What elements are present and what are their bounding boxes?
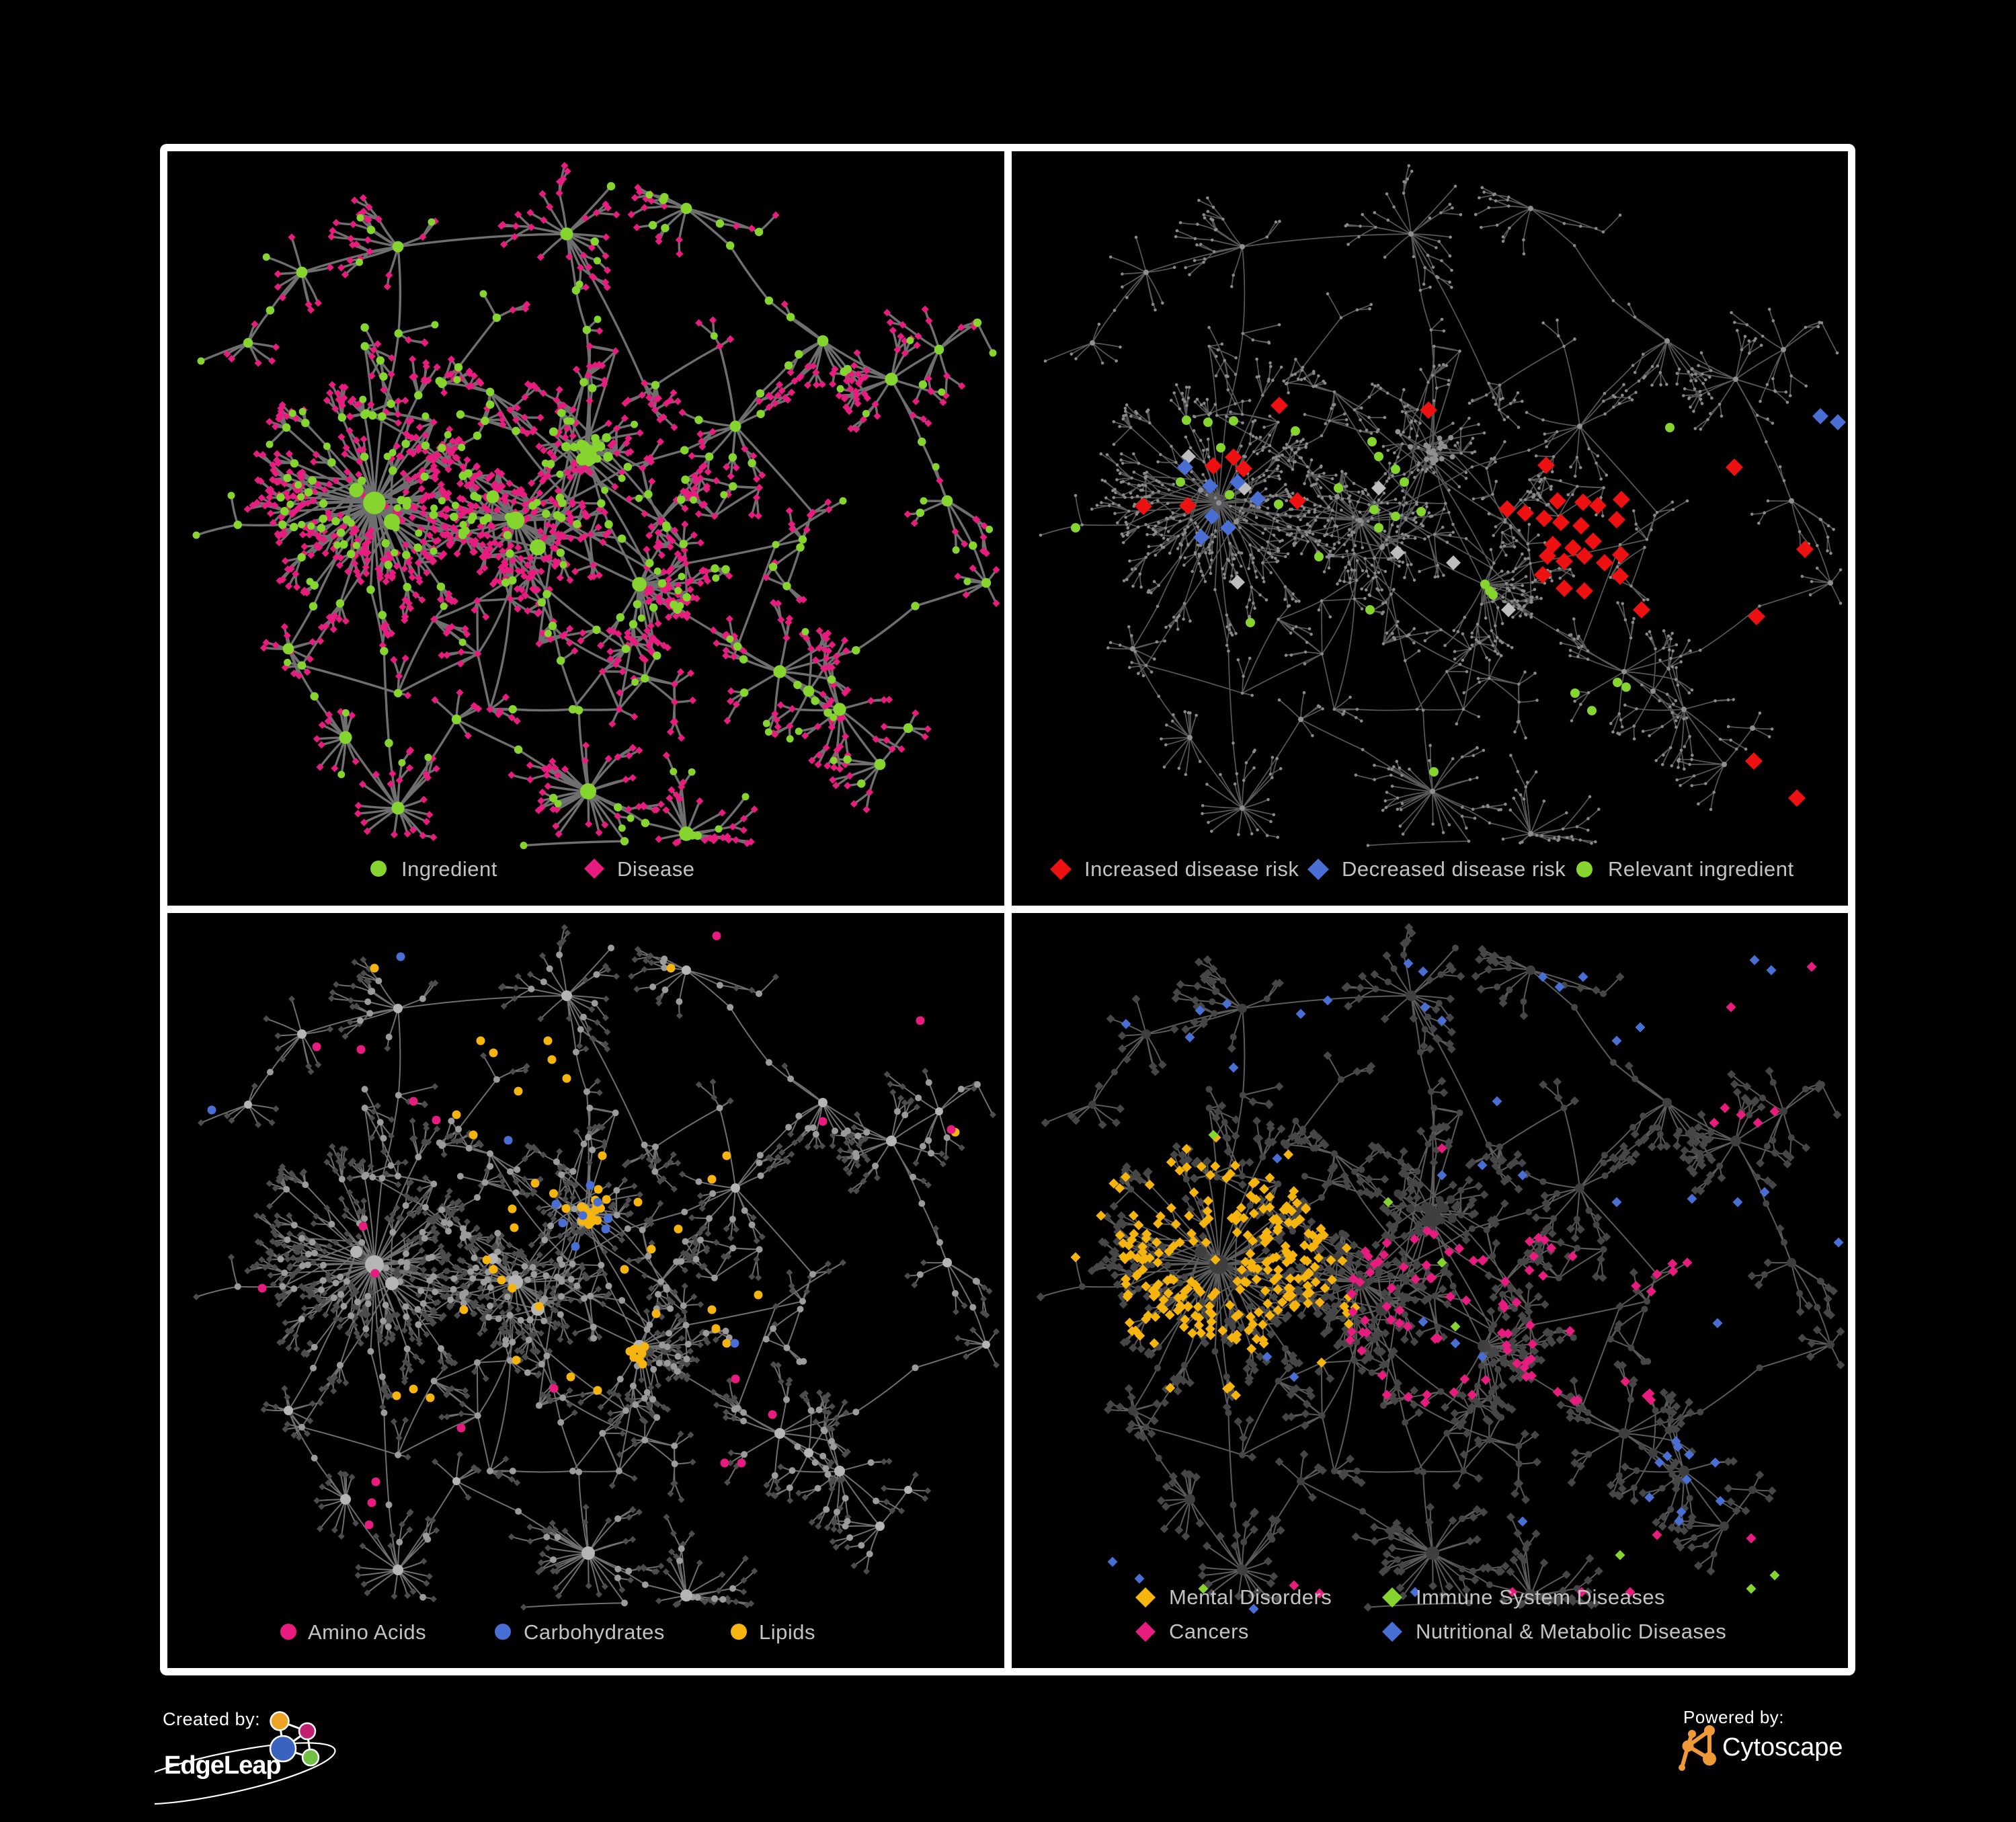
svg-text:Cytoscape: Cytoscape: [1722, 1733, 1843, 1761]
svg-text:Amino Acids: Amino Acids: [308, 1620, 426, 1644]
svg-text:Nutritional & Metabolic Diseas: Nutritional & Metabolic Diseases: [1416, 1620, 1726, 1643]
svg-text:Decreased disease risk: Decreased disease risk: [1342, 857, 1566, 881]
svg-text:EdgeLeap: EdgeLeap: [164, 1751, 281, 1780]
svg-text:Powered by:: Powered by:: [1683, 1707, 1784, 1727]
svg-text:Immune System Diseases: Immune System Diseases: [1416, 1585, 1665, 1609]
svg-text:Lipids: Lipids: [759, 1620, 815, 1644]
svg-text:Relevant ingredient: Relevant ingredient: [1608, 857, 1794, 881]
svg-text:Cancers: Cancers: [1169, 1620, 1249, 1643]
svg-text:Disease: Disease: [617, 857, 695, 881]
svg-text:Ingredient: Ingredient: [401, 857, 497, 881]
svg-text:Carbohydrates: Carbohydrates: [524, 1620, 665, 1644]
svg-text:Created by:: Created by:: [163, 1709, 260, 1729]
svg-text:Mental Disorders: Mental Disorders: [1169, 1585, 1332, 1609]
svg-text:Increased disease risk: Increased disease risk: [1084, 857, 1299, 881]
